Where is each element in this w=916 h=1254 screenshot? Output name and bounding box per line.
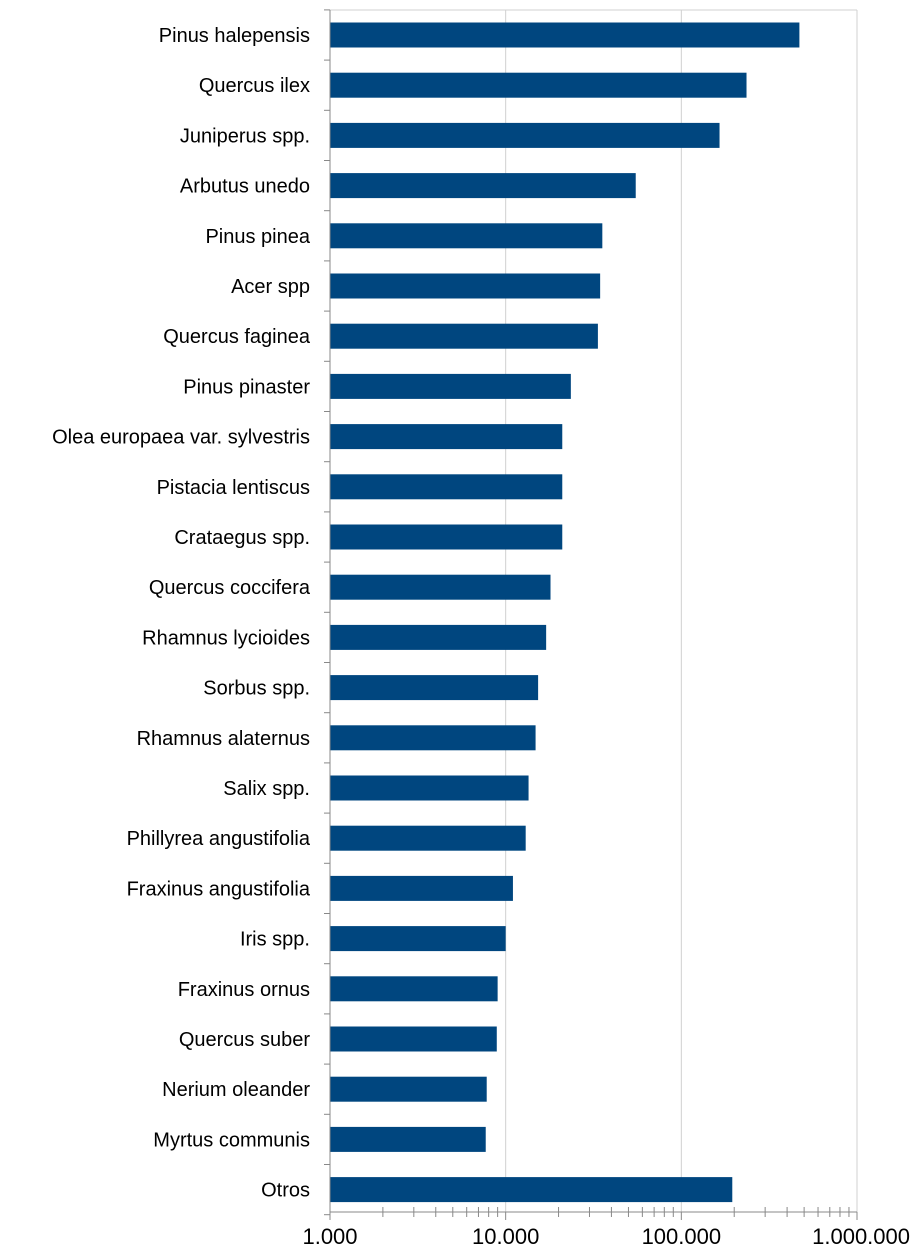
category-label-6: Quercus faginea bbox=[163, 326, 311, 348]
category-label-21: Nerium oleander bbox=[162, 1079, 310, 1101]
category-label-16: Phillyrea angustifolia bbox=[127, 828, 311, 850]
bar-14 bbox=[330, 725, 536, 751]
category-label-4: Pinus pinea bbox=[205, 226, 310, 248]
category-label-12: Rhamnus lycioides bbox=[142, 627, 310, 649]
bars bbox=[330, 22, 800, 1203]
category-label-7: Pinus pinaster bbox=[183, 376, 310, 398]
category-label-2: Juniperus spp. bbox=[180, 125, 310, 147]
category-label-9: Pistacia lentiscus bbox=[157, 477, 310, 499]
bar-11 bbox=[330, 574, 551, 600]
bar-1 bbox=[330, 72, 747, 98]
category-label-3: Arbutus unedo bbox=[180, 176, 310, 198]
x-tick-label-1: 10.000 bbox=[472, 1224, 539, 1249]
category-label-19: Fraxinus ornus bbox=[178, 979, 310, 1001]
category-label-23: Otros bbox=[261, 1180, 310, 1202]
category-label-20: Quercus suber bbox=[179, 1029, 311, 1051]
bar-7 bbox=[330, 373, 571, 399]
category-label-11: Quercus coccifera bbox=[149, 577, 311, 599]
x-tick-label-3: 1.000.000 bbox=[812, 1224, 910, 1249]
category-label-0: Pinus halepensis bbox=[159, 25, 310, 47]
bar-4 bbox=[330, 223, 603, 249]
bar-10 bbox=[330, 524, 563, 550]
x-tick-label-2: 100.000 bbox=[642, 1224, 722, 1249]
bar-3 bbox=[330, 173, 636, 199]
bar-15 bbox=[330, 775, 529, 801]
x-tick-label-0: 1.000 bbox=[302, 1224, 357, 1249]
bar-6 bbox=[330, 323, 598, 349]
bar-22 bbox=[330, 1126, 486, 1152]
category-label-22: Myrtus communis bbox=[153, 1129, 310, 1151]
bar-16 bbox=[330, 825, 526, 851]
bar-18 bbox=[330, 926, 506, 952]
category-labels: Pinus halepensis Quercus ilex Juniperus sp… bbox=[52, 25, 311, 1202]
bar-12 bbox=[330, 624, 547, 650]
category-label-1: Quercus ilex bbox=[199, 75, 310, 97]
bar-5 bbox=[330, 273, 601, 299]
axes bbox=[324, 9, 858, 1220]
bar-23 bbox=[330, 1177, 733, 1203]
bar-0 bbox=[330, 22, 800, 48]
category-label-10: Crataegus spp. bbox=[174, 527, 310, 549]
category-label-5: Acer spp bbox=[231, 276, 310, 298]
bar-19 bbox=[330, 976, 498, 1002]
tick-labels: 1.000 10.000 100.000 1.000.000 bbox=[302, 1224, 910, 1249]
category-label-13: Sorbus spp. bbox=[203, 678, 310, 700]
category-label-8: Olea europaea var. sylvestris bbox=[52, 427, 310, 449]
bar-20 bbox=[330, 1026, 497, 1052]
category-label-18: Iris spp. bbox=[240, 929, 310, 951]
bar-13 bbox=[330, 675, 539, 701]
bar-8 bbox=[330, 424, 563, 450]
category-label-14: Rhamnus alaternus bbox=[137, 728, 310, 750]
bar-2 bbox=[330, 122, 720, 148]
category-label-17: Fraxinus angustifolia bbox=[127, 878, 311, 900]
category-label-15: Salix spp. bbox=[223, 778, 310, 800]
bar-17 bbox=[330, 875, 513, 901]
bar-9 bbox=[330, 474, 563, 500]
bar-21 bbox=[330, 1076, 487, 1102]
